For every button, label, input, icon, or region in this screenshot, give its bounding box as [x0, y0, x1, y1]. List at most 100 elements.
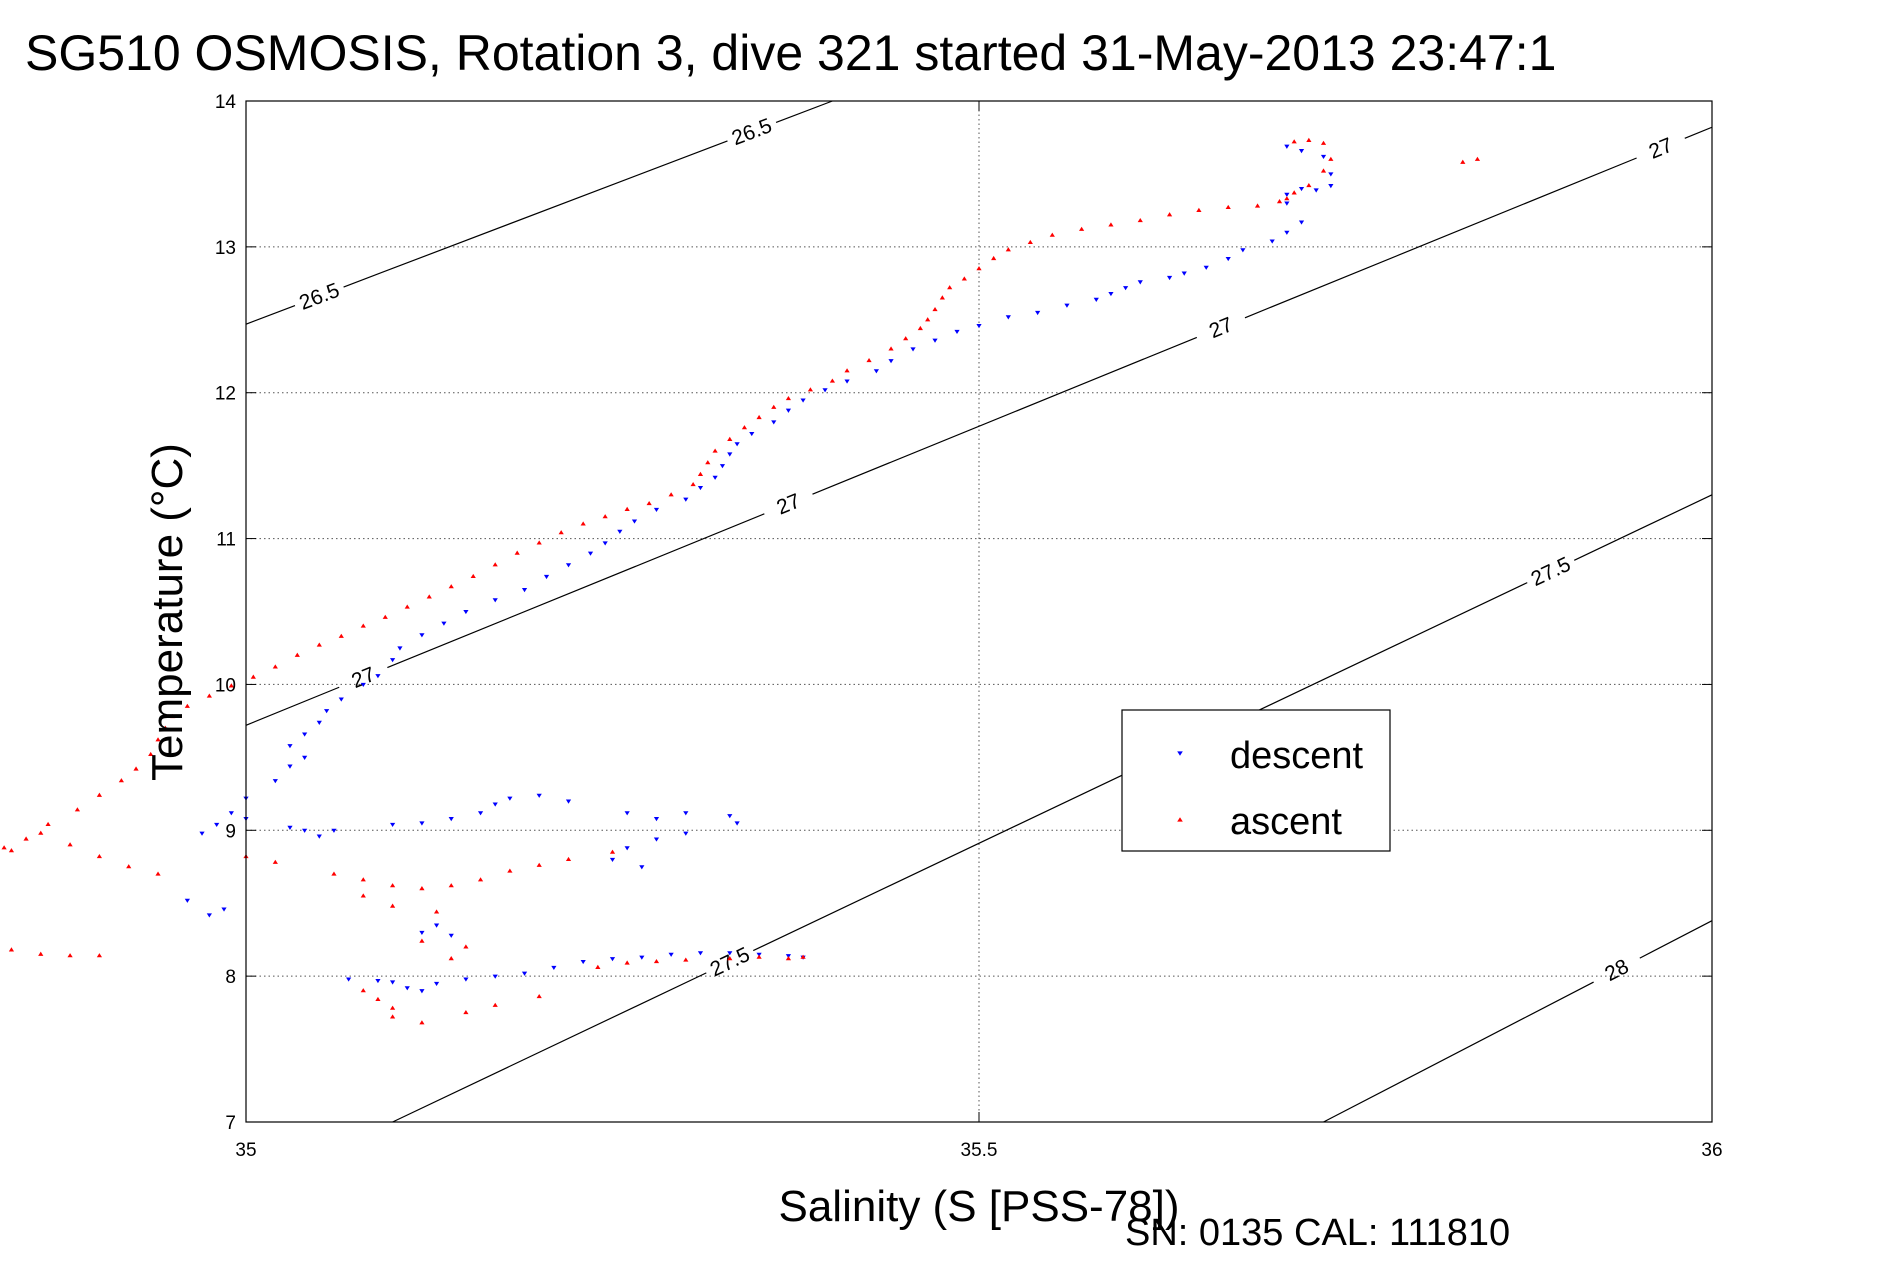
descent-point — [316, 834, 322, 839]
descent-point — [302, 732, 308, 737]
contour-line-27 — [812, 336, 1198, 495]
ascent-point — [536, 862, 542, 867]
series-ascent — [1, 137, 1481, 1025]
ascent-point — [932, 306, 938, 312]
descent-point — [565, 799, 572, 804]
descent-point — [1108, 291, 1114, 297]
ascent-point — [756, 414, 762, 420]
descent-point — [727, 951, 733, 956]
ascent-point — [844, 368, 850, 373]
ascent-point — [507, 868, 513, 873]
descent-point — [565, 563, 572, 568]
descent-point — [551, 965, 557, 970]
legend-marker-ascent — [1177, 817, 1183, 822]
ascent-point — [272, 664, 278, 669]
ascent-point — [477, 877, 484, 882]
ascent-point — [338, 633, 344, 638]
ascent-point — [697, 471, 704, 476]
ascent-point — [184, 703, 190, 708]
ascent-point — [741, 425, 748, 430]
ascent-point — [536, 540, 542, 545]
descent-point — [463, 609, 469, 615]
ascent-point — [492, 1002, 498, 1007]
ascent-point — [375, 996, 381, 1002]
descent-point — [390, 658, 396, 663]
ascent-point — [683, 957, 689, 962]
ascent-point — [463, 944, 469, 949]
ascent-point — [360, 988, 366, 993]
ascent-point — [1306, 182, 1312, 188]
ascent-point — [624, 960, 630, 965]
contour-line-26-5 — [343, 140, 728, 288]
ascent-point — [705, 460, 711, 465]
descent-point — [419, 821, 425, 826]
ascent-point — [360, 877, 366, 882]
descent-point — [624, 811, 630, 816]
ascent-point — [155, 737, 161, 742]
ascent-point — [23, 836, 29, 841]
ascent-point — [448, 584, 454, 589]
descent-point — [331, 828, 337, 833]
ascent-point — [536, 993, 542, 999]
axis-ticks: 35 35.5 36 7 8 9 10 11 12 13 14 — [215, 92, 1723, 1161]
descent-point — [602, 541, 608, 546]
descent-point — [1181, 271, 1187, 276]
descent-point — [221, 907, 227, 912]
descent-point — [844, 379, 850, 384]
ascent-point — [1328, 156, 1334, 161]
ascent-point — [38, 951, 44, 956]
y-tick-label: 9 — [225, 821, 236, 842]
descent-point — [1093, 297, 1099, 302]
ascent-point — [419, 886, 425, 891]
descent-point — [521, 588, 528, 593]
ascent-point — [463, 1010, 469, 1015]
descent-point — [397, 646, 403, 651]
ascent-point — [382, 614, 388, 619]
ascent-point — [1291, 190, 1297, 195]
series-descent — [184, 144, 1334, 994]
descent-point — [639, 865, 645, 870]
ascent-point — [433, 909, 440, 914]
ascent-point — [419, 938, 425, 943]
ascent-point — [602, 514, 608, 519]
ascent-point — [888, 346, 894, 351]
ascent-point — [514, 550, 520, 555]
ascent-point — [690, 482, 696, 487]
descent-point — [1137, 280, 1143, 285]
ascent-point — [8, 947, 15, 952]
ascent-point — [206, 693, 212, 698]
ascent-point — [1320, 168, 1327, 173]
descent-point — [910, 347, 916, 352]
descent-point — [492, 598, 498, 603]
serial-calibration-note: SN: 0135 CAL: 111810 — [1125, 1212, 1510, 1254]
ascent-point — [903, 336, 909, 341]
ascent-point — [148, 751, 154, 756]
descent-point — [1225, 256, 1231, 262]
descent-point — [609, 957, 616, 962]
y-tick-label: 8 — [225, 967, 236, 988]
ascent-point — [96, 792, 102, 797]
descent-point — [433, 923, 440, 928]
ascent-point — [785, 395, 792, 401]
descent-point — [653, 507, 660, 512]
ascent-point — [580, 521, 586, 526]
ascent-point — [448, 956, 454, 961]
ascent-point — [1079, 226, 1085, 231]
descent-point — [419, 930, 425, 935]
descent-point — [346, 977, 352, 982]
ascent-point — [126, 864, 132, 869]
contour-line-28 — [1639, 920, 1713, 959]
ascent-point — [426, 594, 432, 599]
descent-point — [287, 764, 293, 769]
ascent-point — [1108, 222, 1114, 227]
descent-point — [1328, 184, 1334, 189]
ascent-point — [96, 953, 102, 958]
ascent-point — [595, 964, 601, 969]
ascent-point — [1320, 140, 1327, 145]
ascent-point — [727, 956, 733, 961]
descent-point — [1284, 201, 1290, 206]
descent-point — [302, 755, 308, 760]
ascent-point — [448, 883, 454, 888]
ascent-point — [991, 255, 997, 261]
ascent-point — [67, 842, 73, 847]
